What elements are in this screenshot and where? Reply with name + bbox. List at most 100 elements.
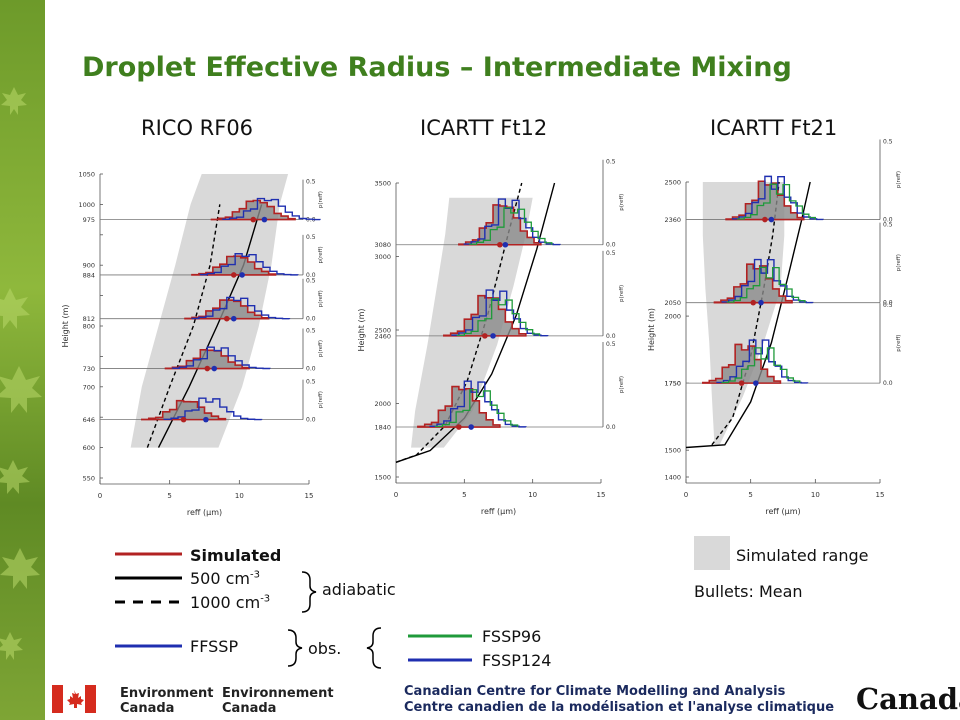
pdf-axis-tick-05: 0.5 bbox=[606, 341, 616, 348]
simulated-mean-bullet bbox=[497, 241, 503, 248]
observed-mean-bullet bbox=[230, 315, 237, 322]
pdf-axis-label: p(reff) bbox=[318, 191, 324, 208]
pdf-axis-tick-05: 0.5 bbox=[883, 302, 893, 309]
simulated-mean-bullet bbox=[738, 380, 745, 386]
simulated-mean-bullet bbox=[750, 299, 757, 306]
observed-mean-bullet bbox=[203, 416, 209, 423]
chart-title-icartt-ft21: ICARTT Ft21 bbox=[710, 116, 838, 140]
y-tick-label: 1050 bbox=[78, 171, 95, 179]
y-tick-label: 3500 bbox=[374, 180, 391, 188]
x-tick-label: 15 bbox=[305, 492, 314, 500]
observed-histogram bbox=[163, 397, 263, 421]
observed-mean-bullet bbox=[211, 365, 218, 372]
y-axis-label: Height (m) bbox=[61, 304, 70, 347]
pdf-axis-tick-0: 0.0 bbox=[883, 300, 893, 307]
pdf-axis-tick-0: 0.0 bbox=[606, 424, 616, 431]
y-tick-label: 550 bbox=[83, 475, 95, 483]
pdf-axis-label: p(reff) bbox=[318, 290, 324, 307]
x-tick-label: 10 bbox=[235, 492, 244, 500]
pdf-axis-tick-0: 0.0 bbox=[883, 217, 893, 224]
pdf-level-label: 730 bbox=[83, 365, 95, 373]
observed-mean-bullet bbox=[768, 216, 775, 223]
simulated-mean-bullet bbox=[250, 216, 257, 223]
observed-mean-bullet bbox=[239, 272, 245, 278]
pdf-level-label: 812 bbox=[83, 315, 95, 323]
legend-range-swatch bbox=[694, 536, 730, 570]
pdf-axis-tick-05: 0.5 bbox=[883, 222, 893, 229]
pdf-level-label: 1750 bbox=[664, 380, 681, 388]
chart-panel-2: 0 5 10 15 1400 1500 1750 2000 2500 reff (μm) Heigh… bbox=[647, 139, 902, 516]
pdf-axis-tick-0: 0.0 bbox=[606, 242, 616, 249]
chart-title-icartt-ft12: ICARTT Ft12 bbox=[420, 116, 548, 140]
legend-obs-label: obs. bbox=[308, 639, 342, 658]
pdf-level-label: 2460 bbox=[374, 332, 391, 340]
chart-panel-1: 0 5 10 15 1500 2000 2500 3000 3500 reff (μm) Heigh… bbox=[357, 159, 625, 516]
pdf-axis-tick-0: 0.0 bbox=[306, 272, 316, 279]
observed-histogram bbox=[199, 253, 299, 276]
fssp96-histogram bbox=[456, 298, 541, 336]
footer-centre: Canadian Centre for Climate Modelling an… bbox=[404, 684, 835, 715]
x-axis-label: reff (μm) bbox=[187, 508, 222, 517]
pdf-axis-label: p(reff) bbox=[318, 340, 324, 357]
x-tick-label: 5 bbox=[748, 491, 752, 499]
pdf-axis-tick-05: 0.5 bbox=[306, 278, 316, 285]
fssp96-histogram bbox=[726, 266, 806, 303]
legend-fssp124-label: FSSP124 bbox=[482, 651, 552, 670]
y-tick-label: 700 bbox=[83, 383, 95, 391]
adiabatic-brace bbox=[301, 571, 317, 613]
simulated-mean-bullet bbox=[762, 216, 768, 223]
x-tick-label: 15 bbox=[876, 491, 885, 499]
footer-env-en: Environment Canada bbox=[120, 686, 214, 716]
y-tick-label: 600 bbox=[83, 444, 95, 452]
observed-histogram bbox=[171, 346, 271, 370]
adiabatic-1000-line bbox=[711, 181, 780, 446]
x-tick-label: 5 bbox=[462, 491, 466, 499]
y-tick-label: 1500 bbox=[664, 447, 681, 455]
simulated-histogram bbox=[210, 199, 296, 221]
observed-mean-bullet bbox=[490, 333, 496, 339]
observed-histogram bbox=[221, 197, 321, 221]
obs-brace-right bbox=[287, 629, 303, 667]
pdf-axis-tick-05: 0.5 bbox=[306, 328, 316, 335]
pdf-axis-label: p(reff) bbox=[619, 285, 625, 302]
obs-brace-left bbox=[366, 627, 382, 669]
pdf-axis-label: p(reff) bbox=[619, 194, 625, 211]
adiabatic-500-line bbox=[685, 181, 811, 449]
chart-title-rico: RICO RF06 bbox=[141, 116, 254, 140]
x-axis-label: reff (μm) bbox=[765, 507, 800, 516]
y-tick-label: 2500 bbox=[374, 327, 391, 335]
adiabatic-1000-line bbox=[146, 204, 221, 448]
x-tick-label: 5 bbox=[167, 492, 171, 500]
legend-bullets-label: Bullets: Mean bbox=[694, 582, 803, 601]
x-tick-label: 10 bbox=[528, 491, 537, 499]
simulated-mean-bullet bbox=[223, 315, 230, 322]
observed-mean-bullet bbox=[261, 216, 268, 223]
y-tick-label: 3000 bbox=[374, 253, 391, 261]
y-tick-label: 1750 bbox=[664, 380, 681, 388]
x-tick-label: 0 bbox=[98, 492, 102, 500]
x-tick-label: 0 bbox=[394, 491, 398, 499]
y-tick-label: 1000 bbox=[78, 201, 95, 209]
pdf-axis-tick-0: 0.0 bbox=[306, 366, 316, 373]
pdf-axis-tick-05: 0.5 bbox=[606, 250, 616, 257]
simulated-mean-bullet bbox=[180, 416, 187, 423]
pdf-level-label: 3080 bbox=[374, 241, 391, 249]
chart-panel-0: 0 5 10 15 550 600 700 800 900 1000 1050 reff (μm) He… bbox=[61, 171, 324, 518]
simulated-histogram bbox=[702, 343, 782, 384]
pdf-axis-tick-0: 0.0 bbox=[306, 217, 316, 224]
y-tick-label: 800 bbox=[83, 323, 95, 331]
legend-1000-label: 1000 cm-3 bbox=[190, 593, 271, 612]
pdf-axis-tick-0: 0.0 bbox=[883, 380, 893, 387]
y-axis-label: Height (m) bbox=[647, 308, 656, 351]
simulated-histogram bbox=[141, 399, 227, 421]
simulated-mean-bullet bbox=[230, 272, 237, 278]
footer-env-fr: Environnement Canada bbox=[222, 686, 334, 716]
y-tick-label: 1400 bbox=[664, 474, 681, 482]
fssp96-histogram bbox=[469, 207, 553, 245]
canada-flag-icon bbox=[52, 685, 96, 713]
pdf-axis-label: p(reff) bbox=[619, 376, 625, 393]
maple-leaves-decoration bbox=[0, 87, 42, 660]
y-tick-label: 1500 bbox=[374, 474, 391, 482]
